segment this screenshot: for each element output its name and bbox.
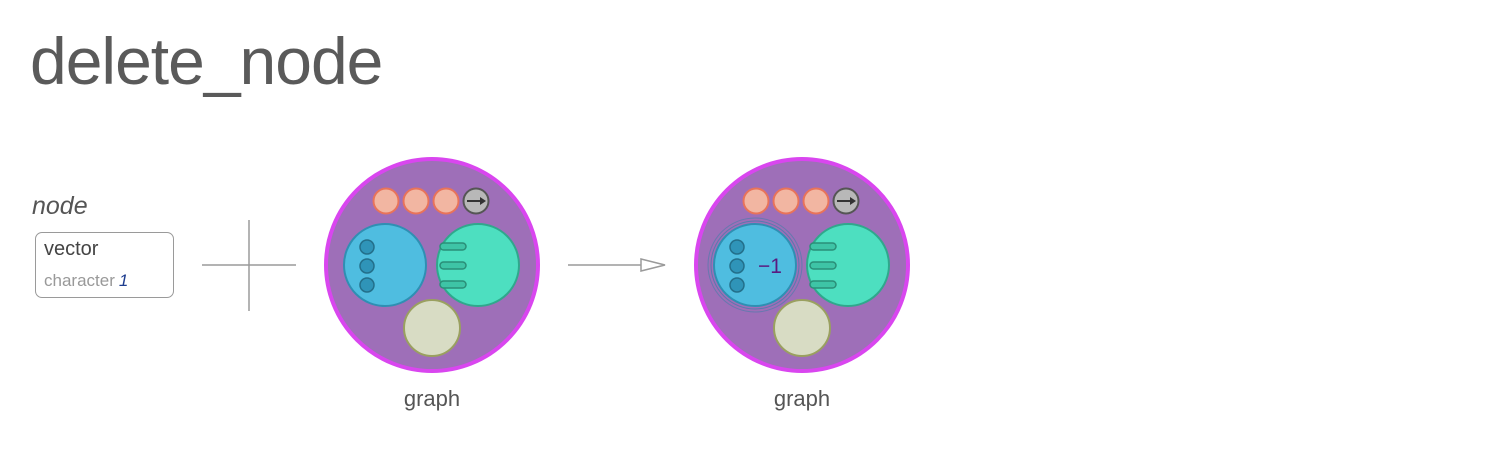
edges-icon: [806, 223, 890, 307]
delta-label: −1: [758, 255, 782, 278]
edges-icon: [436, 223, 520, 307]
argument-subtype: character 1: [44, 271, 128, 291]
page-title: delete_node: [30, 24, 383, 98]
argument-type: vector: [44, 238, 99, 260]
graph-meta-dots: [372, 187, 490, 215]
nodes-icon: −1: [707, 217, 803, 313]
input-graph-caption: graph: [403, 386, 461, 411]
output-graph-icon: −1: [694, 157, 910, 373]
argument-name: node: [32, 192, 88, 220]
attributes-icon: [773, 299, 831, 357]
output-graph-caption: graph: [773, 386, 831, 411]
input-graph-icon: [324, 157, 540, 373]
graph-meta-dots: [742, 187, 860, 215]
argument-length: 1: [118, 271, 129, 290]
attributes-icon: [403, 299, 461, 357]
argument-subtype-label: character: [44, 271, 115, 290]
argument-box: vector character 1: [35, 232, 174, 298]
nodes-icon: [343, 223, 427, 307]
plus-icon: [202, 220, 296, 311]
